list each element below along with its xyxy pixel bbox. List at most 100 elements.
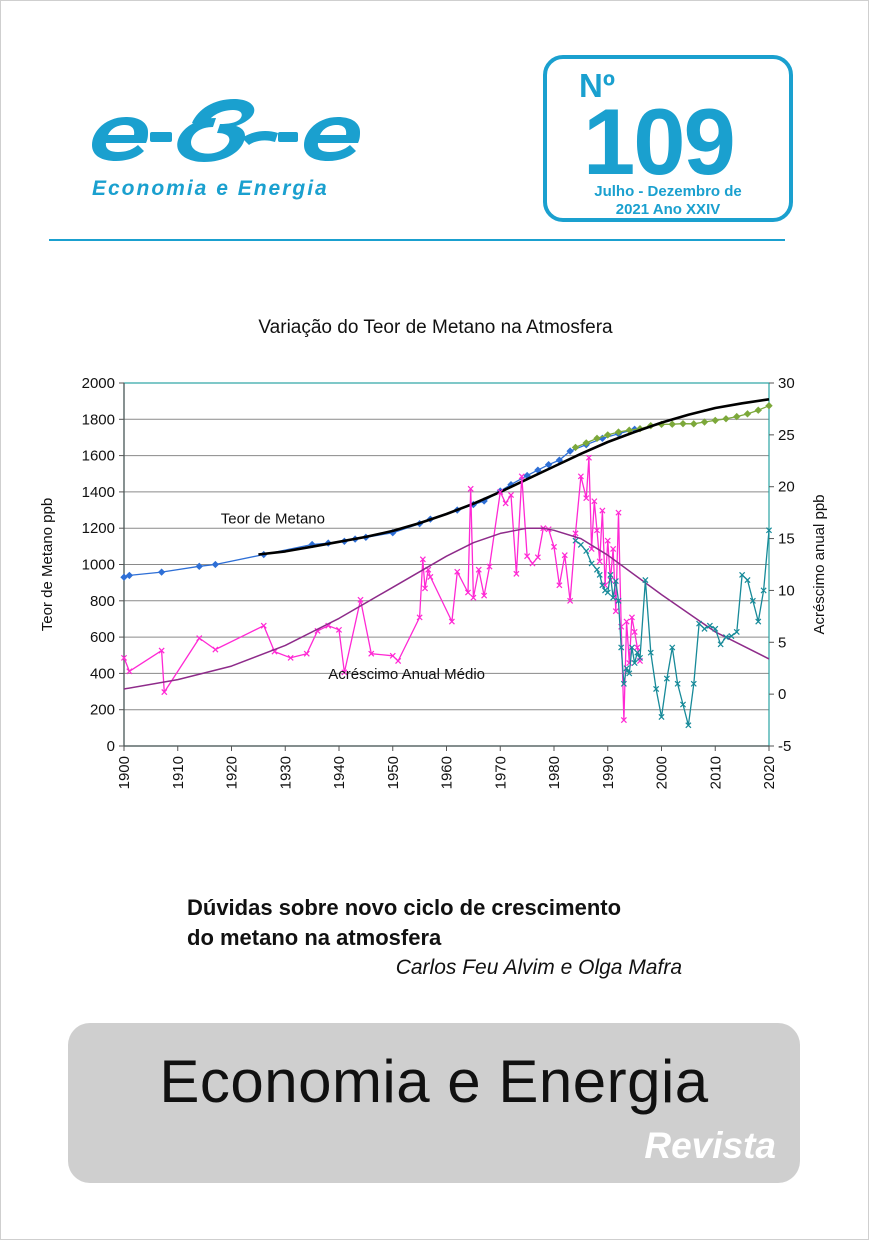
data-point [583, 495, 590, 502]
data-point [582, 439, 590, 447]
x-tick-label: 2010 [707, 756, 724, 789]
x-tick-label: 1980 [546, 756, 563, 789]
data-point [212, 646, 219, 653]
footer-banner: Economia e Energia Revista [68, 1023, 800, 1183]
data-point [711, 416, 719, 425]
data-point [739, 571, 746, 578]
data-point [303, 650, 310, 657]
data-point [599, 507, 606, 514]
data-point [467, 485, 474, 492]
x-tick-label: 2000 [654, 756, 671, 789]
data-point [567, 597, 574, 604]
data-point [610, 545, 617, 552]
data-point [743, 410, 752, 418]
issue-period: Julho - Dezembro de 2021 Ano XXIV [547, 183, 789, 219]
data-point [357, 596, 364, 603]
data-point [561, 552, 568, 559]
data-point [610, 594, 617, 601]
data-point [507, 491, 515, 499]
issue-period-line-1: Julho - Dezembro de [594, 183, 742, 200]
y-tick-label: 1800 [82, 411, 115, 428]
data-point [593, 434, 601, 443]
x-tick-label: 1940 [331, 756, 348, 789]
data-point [642, 577, 649, 584]
data-point [481, 592, 488, 599]
data-point [158, 647, 165, 654]
data-point [157, 568, 166, 576]
data-point [583, 547, 590, 555]
data-point [620, 680, 627, 687]
teor-series-line [123, 428, 635, 578]
data-point [626, 670, 633, 677]
footer-subtitle: Revista [644, 1125, 776, 1166]
y2-axis-label: Acréscimo anual ppb [811, 494, 828, 634]
data-point [518, 473, 525, 480]
data-point [668, 420, 676, 428]
y2-tick-label: 10 [778, 582, 795, 599]
data-point [572, 530, 579, 537]
data-point [615, 597, 622, 604]
data-point [120, 654, 128, 661]
data-point [588, 545, 595, 552]
data-point [612, 578, 619, 585]
issue-number: 109 [583, 89, 736, 194]
data-point [599, 582, 606, 589]
data-point [464, 589, 472, 596]
data-point [674, 680, 681, 687]
chart-annotation: Teor de Metano [221, 511, 325, 528]
data-point [607, 571, 614, 578]
data-point [712, 625, 719, 632]
y-tick-label: 600 [90, 629, 115, 646]
data-point [631, 660, 638, 667]
data-point [196, 635, 203, 642]
data-point [416, 614, 423, 621]
data-point [647, 649, 654, 656]
data-point [623, 618, 630, 625]
data-point [653, 685, 660, 692]
data-point [679, 701, 687, 708]
data-point [341, 669, 348, 676]
x-tick-label: 1920 [224, 756, 241, 789]
y2-tick-label: 25 [778, 427, 795, 444]
data-point [631, 628, 638, 635]
data-point [733, 628, 740, 635]
data-point [454, 568, 461, 575]
article-authors: Carlos Feu Alvim e Olga Mafra [395, 956, 682, 979]
x-tick-label: 1960 [439, 756, 456, 789]
y2-tick-label: -5 [778, 738, 791, 755]
x-tick-label: 1950 [385, 756, 402, 789]
data-point [663, 675, 670, 682]
data-point [765, 402, 773, 410]
data-point [395, 657, 402, 664]
data-point [701, 625, 708, 632]
data-point [534, 554, 541, 561]
data-point [475, 566, 482, 573]
data-point [593, 527, 601, 534]
article-title-line-1: Dúvidas sobre novo ciclo de crescimento [187, 895, 622, 920]
data-point [634, 644, 641, 651]
y2-tick-label: 30 [778, 375, 795, 392]
data-point [427, 573, 434, 580]
data-point [623, 665, 630, 672]
header-divider [49, 239, 785, 241]
data-point [260, 622, 267, 629]
y-tick-label: 800 [90, 593, 115, 610]
data-point [669, 644, 676, 651]
data-point [618, 644, 625, 651]
data-point [593, 566, 601, 573]
data-point [690, 680, 697, 687]
data-point [620, 717, 627, 724]
issue-period-line-2: 2021 Ano XXIV [615, 201, 721, 218]
data-point [524, 553, 531, 560]
data-point [287, 654, 294, 661]
data-point [577, 473, 584, 480]
data-point [529, 560, 536, 567]
data-point [419, 556, 426, 563]
data-point [596, 571, 603, 578]
data-point [628, 644, 635, 651]
data-point [754, 406, 762, 414]
data-point [744, 577, 751, 584]
x-tick-label: 1930 [277, 756, 294, 789]
data-point [615, 509, 622, 516]
data-point [717, 641, 724, 648]
